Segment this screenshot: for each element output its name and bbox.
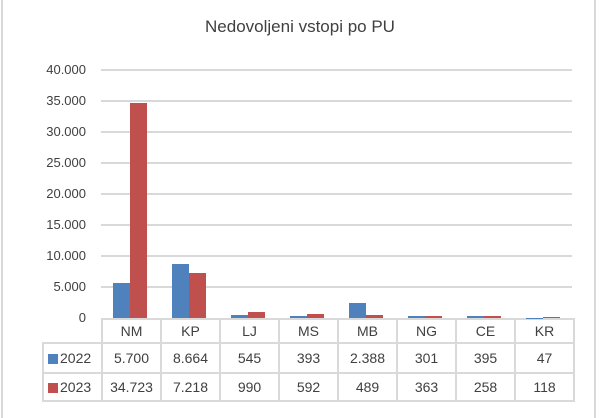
table-cell: 47: [514, 342, 575, 374]
y-tick-label: 0: [78, 310, 86, 325]
table-cell: 34.723: [101, 372, 162, 402]
legend-swatch-icon: [48, 354, 58, 364]
table-cell: 5.700: [101, 342, 162, 374]
bar-nm-2022: [113, 282, 130, 318]
bar-ms-2022: [290, 315, 307, 318]
legend-entry-2022: 2022: [42, 342, 103, 374]
bar-lj-2023: [248, 311, 265, 318]
table-cell: 258: [455, 372, 516, 402]
table-cell: 118: [514, 372, 575, 402]
table-cell: 363: [396, 372, 457, 402]
category-label: NM: [101, 318, 162, 344]
gridline: [101, 286, 572, 288]
y-tick-label: 20.000: [46, 186, 86, 201]
table-cell: 592: [278, 372, 339, 402]
table-cell: 395: [455, 342, 516, 374]
gridline: [101, 193, 572, 195]
table-cell: 2.388: [337, 342, 398, 374]
table-header-row: NM KP LJ MS MB NG CE KR: [43, 318, 575, 344]
table-cell: 7.218: [160, 372, 221, 402]
bar-lj-2022: [231, 314, 248, 318]
bar-kr-2023: [543, 317, 560, 319]
bar-ce-2023: [484, 316, 501, 318]
y-tick-label: 40.000: [46, 62, 86, 77]
table-corner: [43, 319, 103, 344]
table-row: 2022 5.700 8.664 545 393 2.388 301 395 47: [42, 342, 575, 374]
legend-label: 2023: [60, 379, 92, 395]
category-label: MB: [337, 318, 398, 344]
gridline: [101, 255, 572, 257]
category-label: LJ: [219, 318, 280, 344]
table-cell: 393: [278, 342, 339, 374]
y-tick-label: 15.000: [46, 217, 86, 232]
bar-kr-2022: [526, 317, 543, 319]
category-label: NG: [396, 318, 457, 344]
bar-kp-2022: [172, 264, 189, 318]
gridline: [101, 162, 572, 164]
table-cell: 545: [219, 342, 280, 374]
bar-ce-2022: [467, 315, 484, 318]
bar-ms-2023: [307, 314, 324, 318]
y-tick-label: 30.000: [46, 124, 86, 139]
table-cell: 301: [396, 342, 457, 374]
gridline: [101, 131, 572, 133]
bar-ng-2022: [408, 316, 425, 318]
table-cell: 990: [219, 372, 280, 402]
gridline: [101, 69, 572, 71]
y-tick-label: 25.000: [46, 155, 86, 170]
table-cell: 489: [337, 372, 398, 402]
y-tick-label: 10.000: [46, 248, 86, 263]
data-table: NM KP LJ MS MB NG CE KR 2022 5.700 8.664 545 393 2.3…: [42, 318, 575, 402]
bar-mb-2022: [349, 303, 366, 318]
gridline: [101, 100, 572, 102]
bar-nm-2023: [130, 102, 147, 318]
table-cell: 8.664: [160, 342, 221, 374]
category-label: MS: [278, 318, 339, 344]
bar-ng-2023: [425, 315, 442, 318]
legend-label: 2022: [60, 350, 92, 366]
category-label: KP: [160, 318, 221, 344]
y-tick-label: 5.000: [53, 279, 86, 294]
gridline: [101, 224, 572, 226]
bar-mb-2023: [366, 314, 383, 318]
category-label: CE: [455, 318, 516, 344]
category-label: KR: [514, 318, 575, 344]
legend-swatch-icon: [48, 383, 58, 393]
legend-entry-2023: 2023: [42, 372, 103, 402]
bar-kp-2023: [189, 273, 206, 318]
chart-title: Nedovoljeni vstopi po PU: [205, 17, 395, 36]
table-row: 2023 34.723 7.218 990 592 489 363 258 118: [42, 372, 575, 402]
y-tick-label: 35.000: [46, 93, 86, 108]
